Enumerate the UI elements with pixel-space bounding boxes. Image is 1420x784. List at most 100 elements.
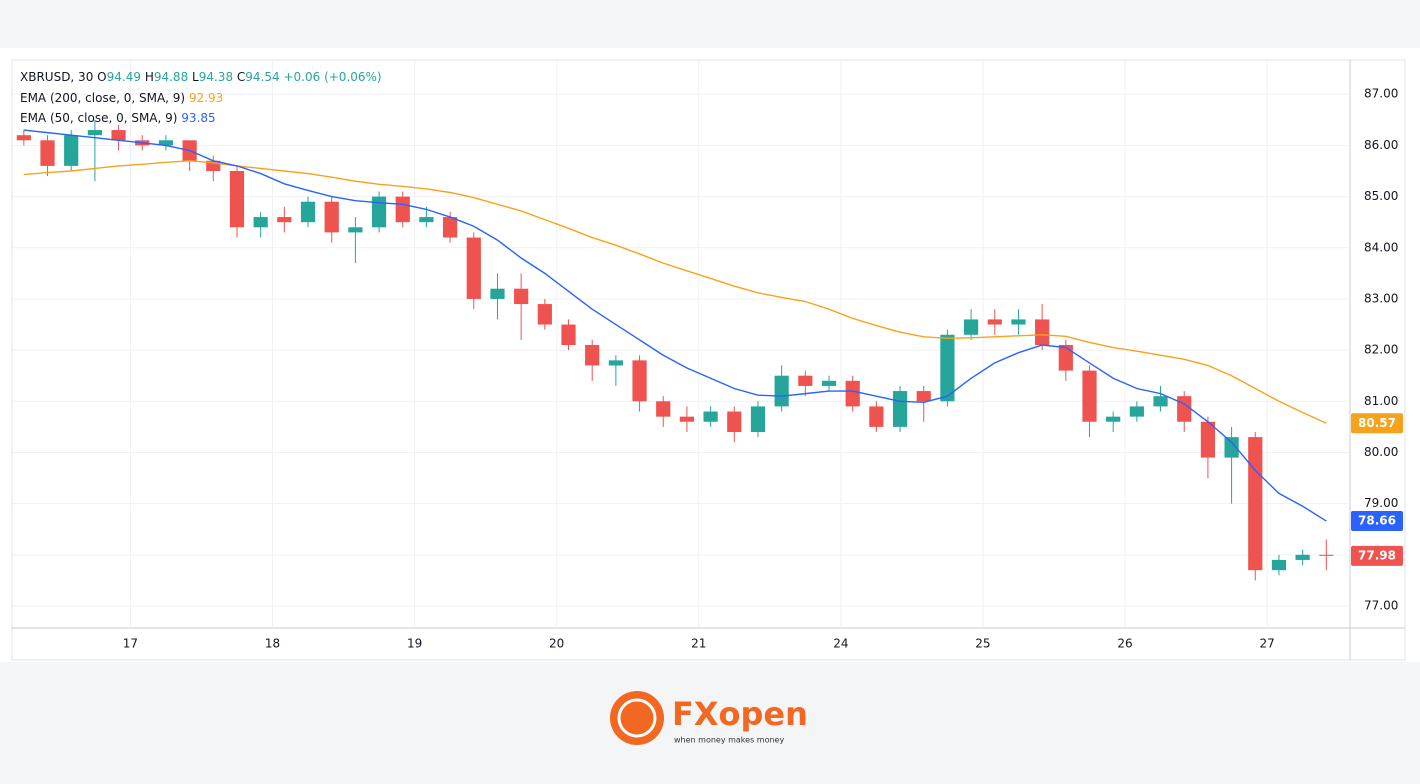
candle-body: [845, 380, 860, 407]
legend-name: EMA (50, close, 0, SMA, 9): [20, 111, 177, 125]
candle-body: [87, 130, 102, 136]
ema-line: [23, 160, 1327, 424]
candle-body: [253, 217, 268, 228]
candle-body: [277, 217, 292, 223]
candle-body: [798, 375, 813, 386]
price-label: 77.98: [1358, 548, 1396, 562]
candle-body: [1177, 396, 1192, 422]
field-value: 94.49: [107, 70, 141, 84]
candle-body: [1319, 554, 1334, 556]
candle-body: [537, 304, 552, 325]
candle-body: [1200, 421, 1216, 458]
candle-body: [324, 201, 339, 233]
candle-body: [111, 130, 126, 141]
candle-body: [1153, 396, 1168, 407]
price-box: [1351, 545, 1403, 566]
x-tick-label: 26: [1117, 637, 1132, 651]
candle-body: [1271, 559, 1287, 571]
candle-body: [466, 237, 481, 299]
legend-name: EMA (200, close, 0, SMA, 9): [20, 91, 185, 105]
candle-body: [679, 416, 695, 422]
field-label: O: [97, 70, 106, 84]
candle-body: [395, 196, 410, 223]
x-tick-label: 21: [691, 637, 706, 651]
candle-body: [869, 406, 884, 427]
candle-body: [1224, 437, 1239, 458]
y-tick-label: 79.00: [1364, 496, 1398, 510]
candle-body: [490, 288, 505, 299]
legend-value: 93.85: [181, 111, 215, 125]
candle-body: [632, 360, 647, 402]
symbol: XBRUSD, 30: [20, 70, 93, 84]
panel: [0, 48, 1420, 662]
candle-body: [371, 196, 387, 228]
y-tick-label: 80.00: [1364, 445, 1398, 459]
field-value: 94.54: [245, 70, 279, 84]
y-tick-label: 83.00: [1364, 291, 1398, 305]
legend-symbol: XBRUSD, 30 O94.49 H94.88 L94.38 C94.54 +…: [20, 70, 382, 84]
candle-body: [750, 406, 766, 432]
candle-body: [1129, 406, 1144, 417]
x-tick-label: 19: [407, 637, 422, 651]
logo-inner: [617, 698, 657, 738]
candle-body: [1011, 319, 1026, 325]
candle-body: [656, 401, 671, 417]
field-label: H: [145, 70, 154, 84]
legend-entry: EMA (200, close, 0, SMA, 9) 92.93: [20, 91, 223, 105]
legend: XBRUSD, 30 O94.49 H94.88 L94.38 C94.54 +…: [20, 70, 382, 125]
candle-body: [703, 411, 718, 422]
candle-body: [443, 217, 458, 238]
frame: [11, 59, 1406, 661]
candle-body: [963, 319, 979, 335]
brand: FXopen: [672, 695, 808, 733]
change: +0.06 (+0.06%): [283, 70, 381, 84]
x-tick-label: 25: [975, 637, 990, 651]
x-tick-label: 24: [833, 637, 848, 651]
y-tick-label: 87.00: [1364, 87, 1398, 101]
candle-body: [561, 324, 576, 345]
x-tick-label: 17: [123, 637, 138, 651]
x-tick-label: 20: [549, 637, 564, 651]
candle-body: [1035, 319, 1050, 345]
candle-body: [419, 217, 434, 223]
field-value: 94.38: [199, 70, 233, 84]
field-label: L: [192, 70, 199, 84]
x-tick-label: 27: [1259, 637, 1274, 651]
candle-body: [1295, 554, 1310, 560]
candle-body: [1106, 416, 1121, 422]
candle-body: [348, 227, 363, 233]
candle-body: [229, 171, 245, 228]
x-tick-label: 18: [265, 637, 280, 651]
candle-body: [16, 135, 31, 141]
y-tick-label: 85.00: [1364, 189, 1398, 203]
price-box: [1351, 413, 1403, 434]
price-box: [1351, 511, 1403, 532]
candle-body: [64, 135, 79, 166]
field-value: 94.88: [154, 70, 188, 84]
candle-body: [40, 140, 55, 166]
candle-body: [585, 345, 600, 366]
ema-line: [23, 129, 1327, 522]
y-tick-label: 77.00: [1364, 598, 1398, 612]
candle-body: [1248, 437, 1263, 571]
legend-value: 92.93: [189, 91, 223, 105]
price-label: 80.57: [1358, 416, 1396, 430]
candle-body: [514, 288, 529, 305]
candle-body: [1058, 345, 1073, 371]
field-label: C: [237, 70, 245, 84]
y-tick-label: 86.00: [1364, 138, 1398, 152]
candle-body: [940, 334, 955, 402]
candle-body: [300, 201, 316, 223]
price-label: 78.66: [1358, 514, 1396, 528]
candle-body: [1082, 370, 1097, 422]
candle-body: [821, 380, 837, 386]
candle-body: [916, 391, 931, 402]
candle-body: [206, 160, 221, 172]
candle-body: [774, 375, 789, 407]
tagline: when money makes money: [674, 736, 784, 745]
candle-body: [987, 319, 1002, 325]
candle-body: [608, 360, 623, 366]
legend-entry: EMA (50, close, 0, SMA, 9) 93.85: [20, 111, 216, 125]
